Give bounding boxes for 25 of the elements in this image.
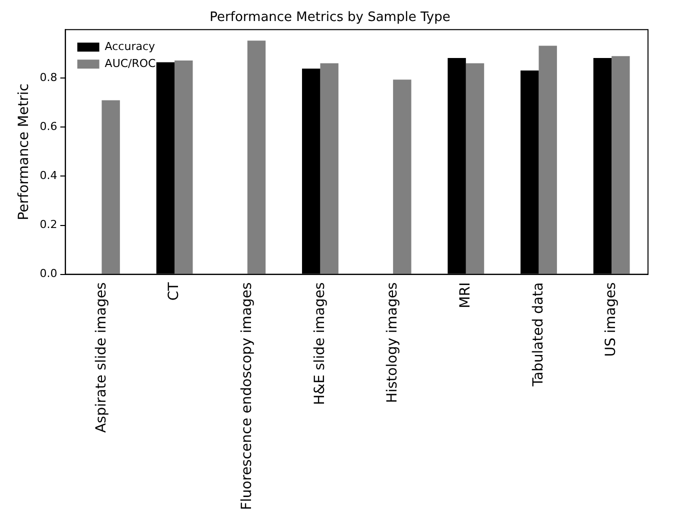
x-tick-label: US images [603,282,620,357]
x-tick-label: CT [166,282,182,301]
x-tick-label: Tabulated data [530,282,546,388]
x-tick-label: Histology images [384,282,401,404]
legend-label: AUC/ROC [104,56,156,70]
bar [247,40,266,274]
y-axis-title: Performance Metric [16,84,32,220]
bar [612,56,630,274]
y-tick-label: 0.2 [40,218,58,232]
y-tick-label: 0.4 [40,169,58,182]
y-tick-label: 0.6 [40,120,58,134]
bar [102,100,120,274]
bar [320,63,338,274]
bar [393,80,412,274]
x-tick-label: MRI [458,282,474,308]
y-tick-label: 0.0 [40,267,58,280]
x-tick-label: Aspirate slide images [93,282,110,433]
bar [466,63,484,274]
x-tick-label: H&E slide images [312,282,328,405]
x-tick-label: Fluorescence endoscopy images [239,282,256,510]
chart-title: Performance Metrics by Sample Type [210,10,450,26]
y-tick-label: 0.8 [40,71,58,84]
bar [538,46,557,274]
bar [174,60,193,274]
legend-label: Accuracy [104,40,156,53]
